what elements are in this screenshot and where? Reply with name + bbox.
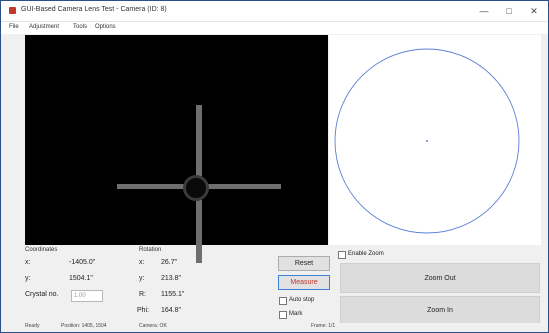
crosshair-center (183, 175, 209, 201)
rot-r-value: 1155.1" (161, 291, 185, 298)
menu-file[interactable]: File (9, 24, 19, 30)
rot-y-label: y: (139, 275, 145, 282)
window-title: GUI-Based Camera Lens Test - Camera (ID:… (21, 6, 167, 13)
zoom-out-button[interactable]: Zoom Out (340, 263, 540, 293)
measure-button[interactable]: Measure (278, 275, 330, 290)
reset-button[interactable]: Reset (278, 256, 330, 271)
circle-plot (334, 48, 520, 234)
enable-zoom-label: Enable Zoom (348, 251, 384, 257)
rot-x-value: 26.7" (161, 259, 178, 266)
menu-adjustment[interactable]: Adjustment (29, 24, 60, 30)
menu-tools[interactable]: Tools (73, 24, 88, 30)
camera-view[interactable] (25, 35, 328, 263)
rot-phi-value: 164.8" (161, 307, 182, 314)
pos-x-label: x: (25, 259, 31, 266)
status-ready: Ready (25, 323, 40, 329)
auto-stop-checkbox[interactable] (279, 297, 287, 305)
crystal-no-label: Crystal no. (25, 291, 59, 298)
circle-plot-panel (329, 35, 541, 245)
minimize-button[interactable]: — (479, 6, 489, 16)
rot-r-label: R: (139, 291, 146, 298)
mark-label: Mark (289, 311, 303, 317)
pos-y-label: y: (25, 275, 31, 282)
zoom-in-button[interactable]: Zoom In (340, 296, 540, 324)
close-button[interactable]: ✕ (530, 6, 538, 16)
enable-zoom-checkbox[interactable] (338, 251, 346, 259)
crystal-no-input[interactable]: 1.00 (71, 290, 103, 302)
status-camera: Camera: OK (139, 323, 167, 329)
app-icon (9, 7, 16, 14)
rot-x-label: x: (139, 259, 145, 266)
mark-checkbox[interactable] (279, 311, 287, 319)
title-bar: GUI-Based Camera Lens Test - Camera (ID:… (1, 1, 548, 22)
rot-phi-label: Phi: (137, 307, 150, 314)
pos-x-value: -1405.0" (69, 259, 96, 266)
auto-stop-label: Auto stop (289, 297, 315, 303)
status-bar: Ready Position: 1405, 1504 Camera: OK Fr… (1, 323, 548, 332)
status-position: Position: 1405, 1504 (61, 323, 107, 329)
rotation-title: Rotation (139, 247, 162, 253)
reference-circle (334, 48, 520, 234)
menu-bar: File Adjustment Tools Options (1, 22, 548, 34)
menu-options[interactable]: Options (95, 24, 116, 30)
coordinates-title: Coordinates (25, 247, 58, 253)
rot-y-value: 213.8" (161, 275, 182, 282)
maximize-button[interactable]: □ (506, 6, 512, 16)
center-dot (426, 140, 428, 142)
status-frame: Frame: 1/1 (311, 323, 336, 329)
pos-y-value: 1504.1" (69, 275, 93, 282)
